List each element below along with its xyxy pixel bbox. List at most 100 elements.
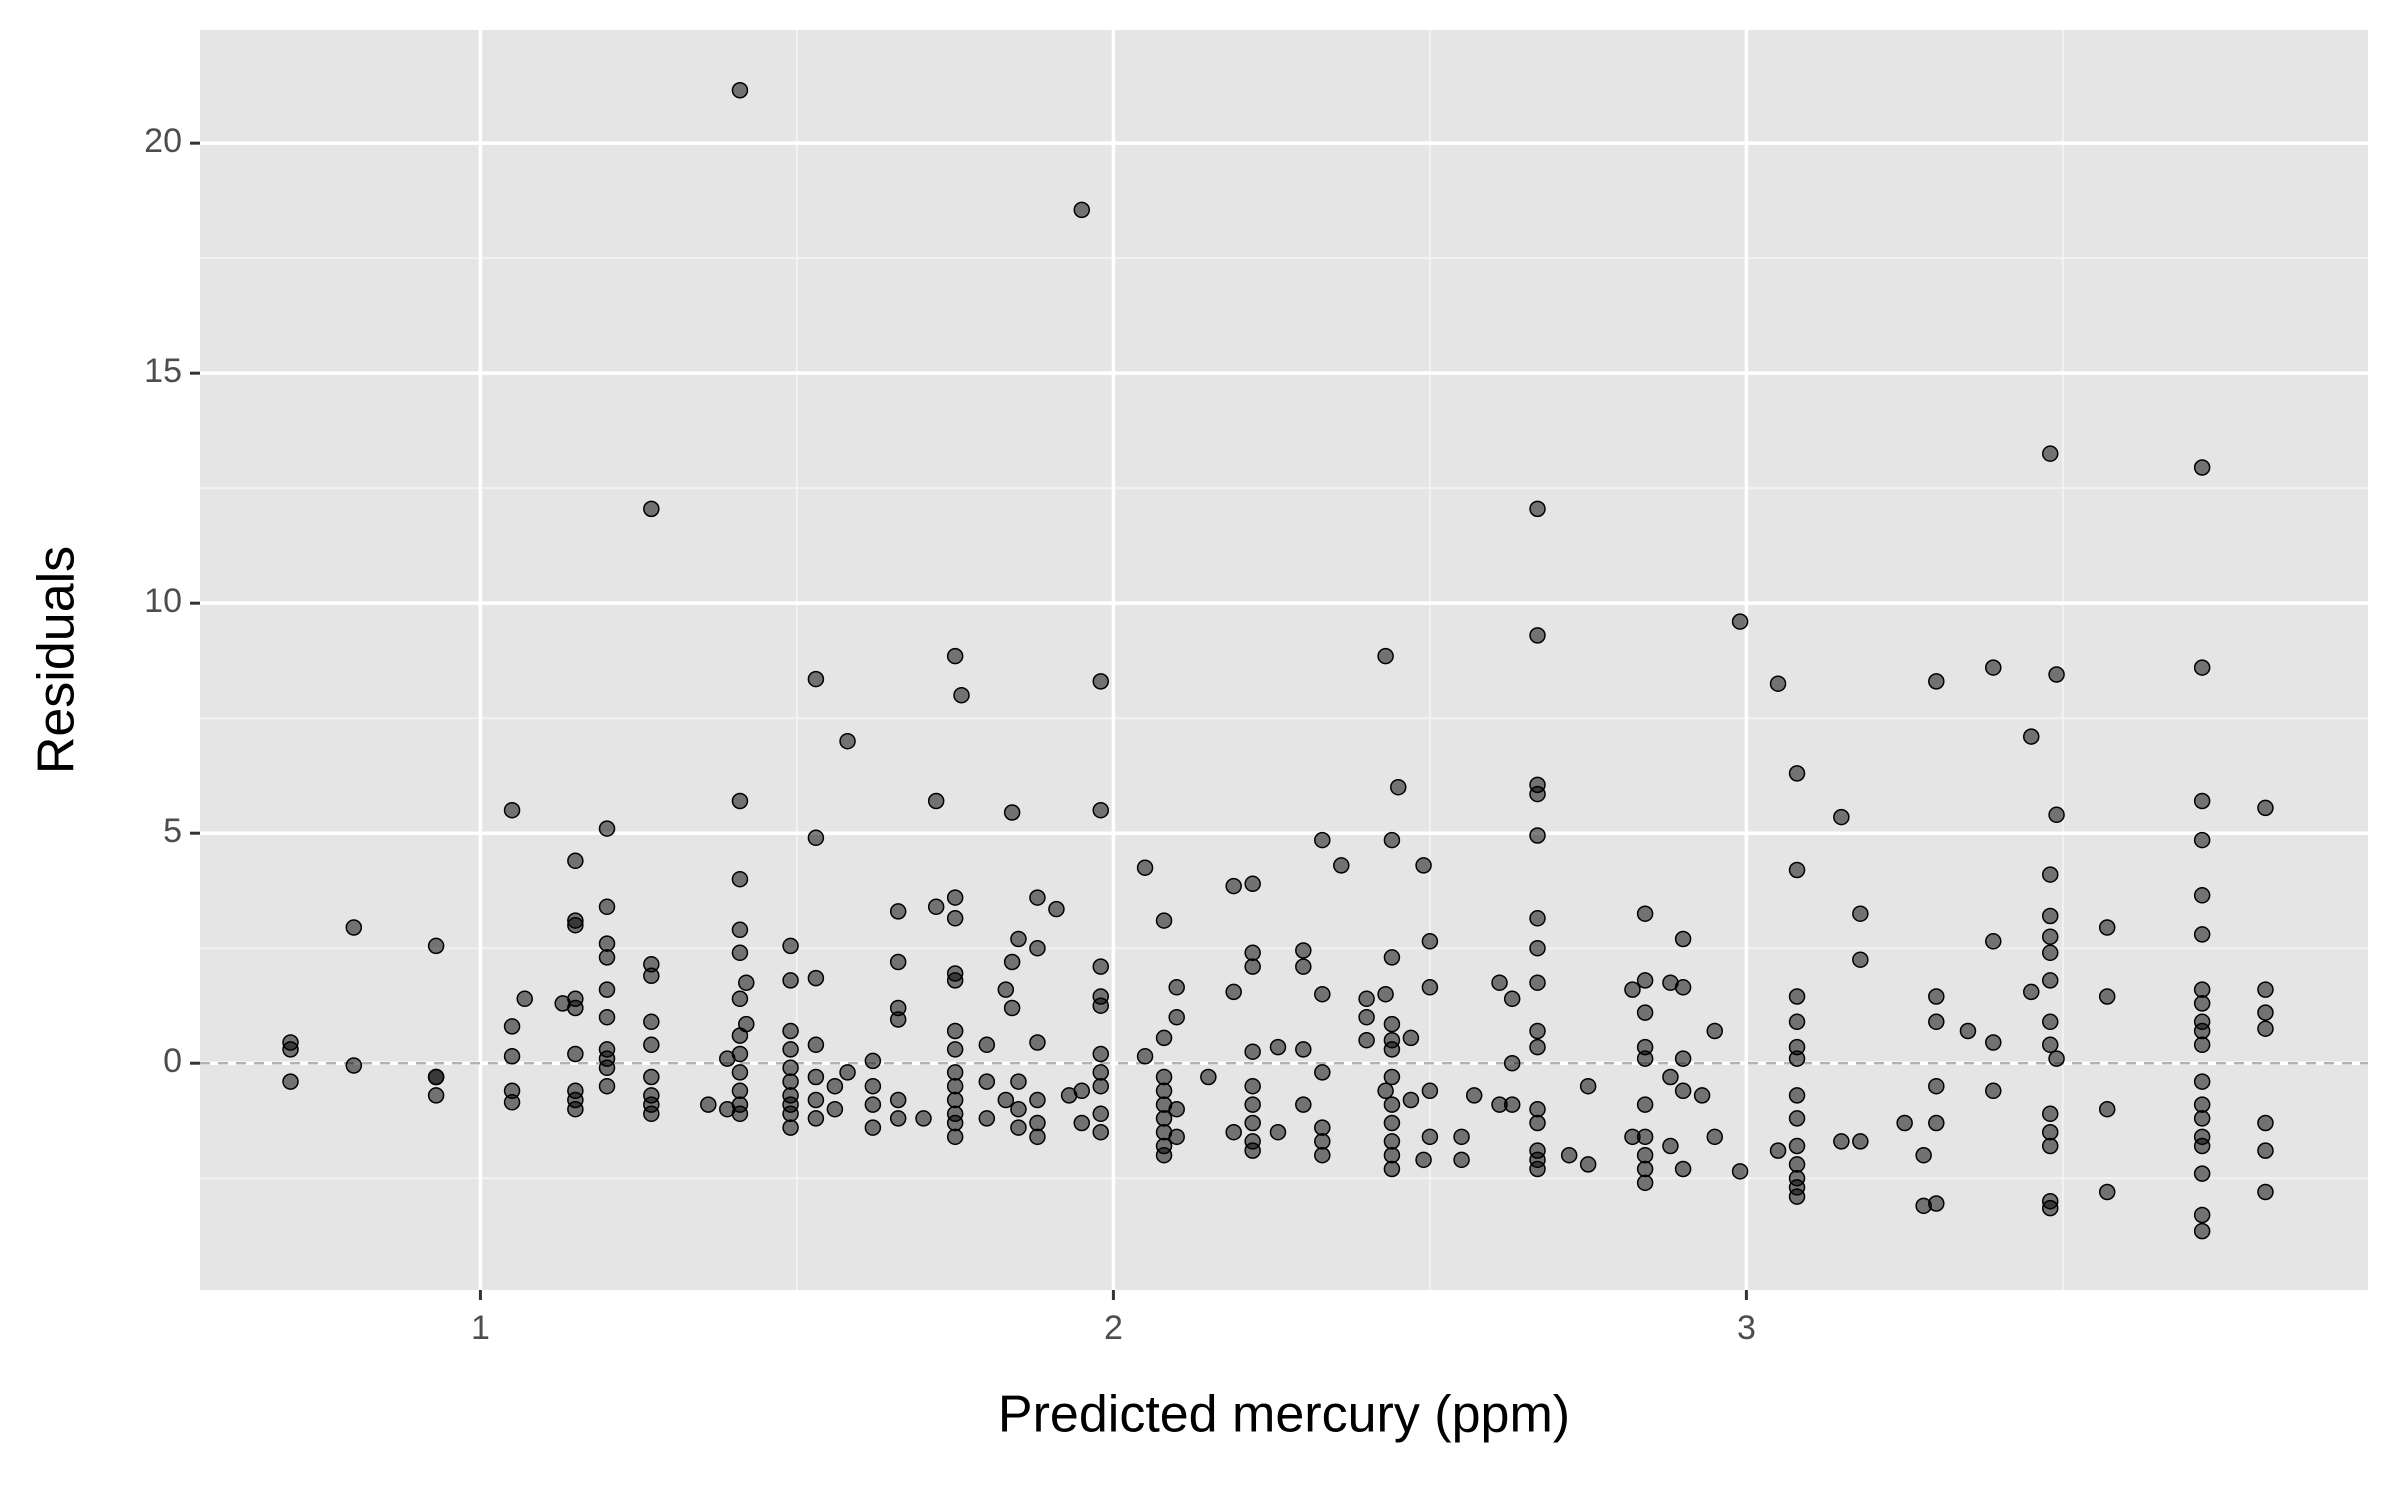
point — [1092, 997, 1109, 1014]
point — [1073, 1114, 1091, 1132]
point — [1579, 1077, 1597, 1095]
point — [1003, 953, 1021, 971]
point — [946, 889, 964, 906]
point — [1706, 1128, 1724, 1146]
point — [1136, 859, 1154, 876]
point — [946, 1041, 964, 1058]
point — [598, 949, 616, 966]
point — [1269, 1038, 1287, 1056]
point — [598, 820, 616, 837]
axes: 1 2 3 0 5 10 15 20 — [144, 122, 1756, 1347]
point — [2193, 792, 2211, 810]
point — [2193, 926, 2211, 943]
point — [1029, 1128, 1046, 1146]
point — [643, 1068, 660, 1086]
point — [1168, 1008, 1185, 1026]
point — [567, 999, 584, 1017]
point — [1383, 831, 1401, 849]
point — [2193, 659, 2211, 676]
point — [2193, 887, 2211, 904]
point — [1833, 808, 1850, 826]
point — [1852, 1133, 1869, 1150]
point — [567, 1045, 584, 1063]
point — [953, 686, 970, 704]
point — [1244, 944, 1261, 962]
point — [978, 1110, 996, 1127]
point — [700, 1096, 717, 1113]
point — [731, 792, 749, 810]
point — [2041, 866, 2059, 883]
point — [1029, 1091, 1046, 1109]
point — [1788, 988, 1806, 1005]
point — [1168, 1128, 1185, 1146]
point — [1377, 1082, 1394, 1100]
point — [997, 1091, 1015, 1109]
point — [1529, 827, 1546, 844]
point — [782, 1022, 799, 1040]
point — [1529, 1022, 1546, 1040]
point — [1295, 942, 1312, 959]
point — [567, 916, 584, 934]
point — [1731, 1163, 1749, 1180]
point — [1959, 1022, 1977, 1040]
point — [1244, 1114, 1261, 1132]
point — [1314, 985, 1331, 1003]
point — [1985, 933, 2002, 950]
point — [2048, 806, 2065, 824]
point — [2193, 1036, 2211, 1054]
point — [1010, 1119, 1027, 1136]
point — [1295, 1096, 1312, 1113]
point — [2193, 995, 2211, 1012]
point — [1092, 1123, 1109, 1141]
point — [598, 935, 616, 952]
point — [1092, 1064, 1109, 1081]
point — [345, 919, 363, 936]
point — [1529, 939, 1546, 957]
point — [2041, 944, 2059, 962]
point — [1155, 1082, 1173, 1100]
point — [782, 1105, 799, 1123]
point — [1674, 1082, 1692, 1100]
point — [643, 500, 660, 518]
point — [1155, 1029, 1173, 1047]
point — [1421, 1128, 1439, 1146]
point — [927, 792, 945, 810]
point — [1029, 889, 1046, 906]
point — [731, 921, 749, 939]
point — [1092, 958, 1109, 975]
point — [2041, 928, 2059, 945]
point — [1529, 785, 1546, 803]
point — [978, 1073, 996, 1090]
point — [1314, 1064, 1331, 1081]
point — [2193, 1073, 2211, 1090]
point — [889, 1011, 907, 1028]
point — [427, 1087, 445, 1104]
point — [864, 1119, 882, 1136]
point — [1465, 1087, 1483, 1104]
point — [1636, 1128, 1654, 1146]
point — [598, 981, 616, 998]
point — [1662, 1137, 1679, 1155]
point — [643, 1036, 660, 1054]
point — [889, 953, 907, 971]
point — [1636, 905, 1654, 922]
point — [1636, 1146, 1654, 1164]
point — [1092, 1105, 1109, 1123]
point — [1092, 1077, 1109, 1095]
point — [2041, 1199, 2059, 1217]
x-tick-label: 3 — [1737, 1309, 1756, 1347]
point — [1788, 765, 1806, 782]
point — [864, 1052, 882, 1070]
point — [345, 1057, 363, 1074]
point — [1788, 1188, 1806, 1205]
point — [643, 967, 660, 985]
point — [1529, 500, 1546, 518]
point — [1529, 974, 1546, 991]
point — [1788, 1110, 1806, 1127]
point — [1225, 983, 1242, 1001]
point — [643, 1105, 660, 1123]
point — [864, 1077, 882, 1095]
point — [889, 1110, 907, 1127]
point — [516, 990, 533, 1008]
